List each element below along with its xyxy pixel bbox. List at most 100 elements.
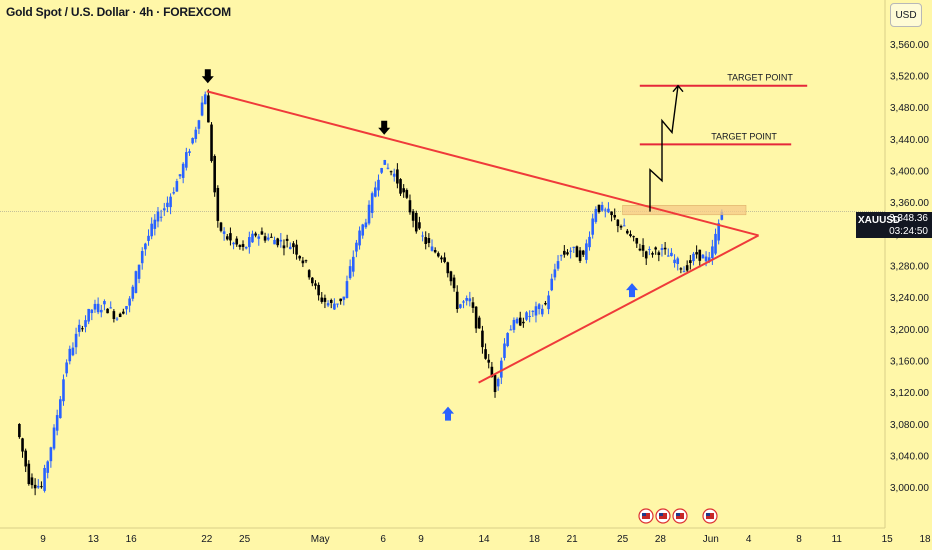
- descending-trendline: [206, 90, 759, 237]
- candle-body: [644, 251, 648, 259]
- candle-body: [175, 181, 179, 192]
- candle-body: [241, 244, 245, 247]
- candle-body: [109, 307, 113, 309]
- candle-body: [273, 239, 276, 245]
- candle-body: [134, 271, 138, 293]
- candle-body: [711, 246, 714, 259]
- target-point-label: TARGET POINT: [727, 73, 793, 83]
- candle-body: [301, 260, 305, 264]
- candle-body: [96, 303, 100, 313]
- candle-body: [18, 423, 21, 438]
- candle-body: [626, 230, 629, 234]
- candle-body: [408, 200, 412, 213]
- candle-body: [437, 253, 440, 257]
- y-tick-label: 3,560.00: [890, 40, 929, 51]
- y-tick-label: 3,080.00: [890, 420, 929, 431]
- candle-body: [21, 438, 24, 452]
- candle-body: [581, 250, 585, 255]
- candle-body: [225, 236, 229, 240]
- candle-body: [563, 250, 566, 255]
- y-tick-label: 3,040.00: [890, 452, 929, 463]
- candle-body: [534, 306, 538, 316]
- candle-body: [405, 190, 409, 198]
- candle-body: [424, 237, 428, 245]
- candle-body: [131, 286, 135, 299]
- candle-body: [115, 318, 119, 320]
- y-tick-label: 3,120.00: [890, 388, 929, 399]
- candle-body: [396, 169, 399, 184]
- candle-body: [244, 246, 248, 249]
- projection-arrowhead: [672, 84, 684, 93]
- flag-event-canton: [659, 513, 663, 516]
- down-arrow-marker: [378, 120, 391, 135]
- candle-body: [474, 306, 478, 329]
- candle-body: [279, 239, 283, 242]
- candle-body: [137, 264, 141, 279]
- candle-body: [392, 173, 396, 177]
- candle-body: [468, 298, 472, 302]
- candle-body: [210, 124, 213, 162]
- candle-body: [493, 374, 497, 393]
- candle-body: [336, 303, 339, 305]
- down-arrow-marker: [201, 69, 214, 84]
- candle-body: [40, 486, 43, 488]
- flag-event-canton: [676, 513, 680, 516]
- candle-body: [503, 343, 506, 358]
- x-tick-label: 28: [655, 534, 667, 545]
- candle-body: [522, 321, 525, 324]
- candle-body: [629, 234, 632, 237]
- candle-body: [194, 129, 198, 139]
- candle-body: [159, 216, 163, 218]
- y-tick-label: 3,480.00: [890, 103, 929, 114]
- candle-body: [27, 463, 31, 485]
- candle-body: [144, 243, 147, 250]
- x-tick-label: 25: [617, 534, 629, 545]
- candle-body: [282, 245, 286, 249]
- candle-body: [222, 231, 226, 234]
- candle-body: [185, 152, 188, 168]
- candle-body: [433, 250, 437, 253]
- candle-body: [471, 302, 475, 308]
- candle-body: [342, 296, 346, 300]
- candle-body: [556, 261, 560, 269]
- candle-body: [666, 255, 670, 257]
- x-tick-label: 18: [919, 534, 931, 545]
- candle-body: [191, 138, 194, 144]
- y-tick-label: 3,000.00: [890, 483, 929, 494]
- candle-body: [232, 242, 235, 245]
- candle-body: [446, 262, 450, 274]
- candles: [18, 89, 724, 496]
- candle-body: [166, 202, 169, 208]
- candle-body: [46, 461, 50, 473]
- candle-body: [619, 226, 623, 228]
- candle-body: [147, 235, 150, 241]
- candle-body: [506, 333, 509, 346]
- candle-body: [103, 300, 106, 305]
- candle-body: [682, 271, 686, 273]
- candle-body: [635, 238, 639, 244]
- candle-body: [459, 304, 462, 308]
- candle-body: [421, 235, 424, 237]
- candle-body: [248, 237, 251, 248]
- candle-body: [380, 168, 383, 173]
- candle-body: [320, 297, 324, 302]
- currency-button[interactable]: USD: [890, 3, 922, 27]
- candle-body: [333, 303, 336, 310]
- candle-body: [695, 252, 698, 255]
- candle-body: [203, 94, 207, 105]
- x-tick-label: 14: [478, 534, 490, 545]
- candle-body: [311, 277, 314, 284]
- y-tick-label: 3,160.00: [890, 357, 929, 368]
- candle-body: [484, 349, 487, 359]
- x-tick-label: 18: [529, 534, 541, 545]
- candle-body: [518, 317, 522, 326]
- up-arrow-marker: [442, 406, 454, 421]
- price-tag-symbol: XAUUSD: [858, 215, 901, 226]
- candle-body: [188, 151, 191, 153]
- candle-body: [692, 253, 695, 262]
- y-tick-label: 3,360.00: [890, 198, 929, 209]
- candle-body: [323, 297, 327, 302]
- candle-body: [112, 311, 116, 319]
